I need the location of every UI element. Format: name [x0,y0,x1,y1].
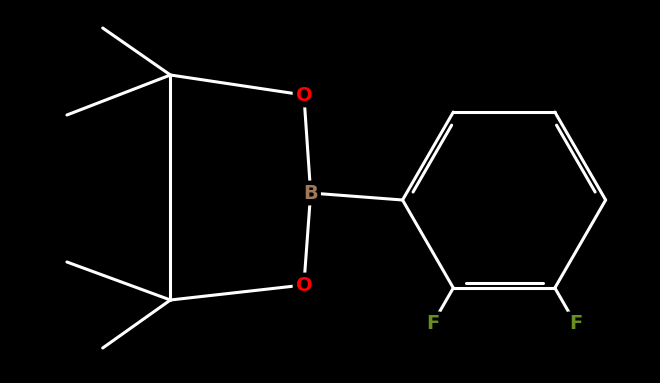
Text: O: O [296,85,312,105]
Text: O: O [296,275,312,295]
Text: F: F [426,314,439,333]
Text: B: B [304,183,318,203]
Text: F: F [569,314,582,333]
